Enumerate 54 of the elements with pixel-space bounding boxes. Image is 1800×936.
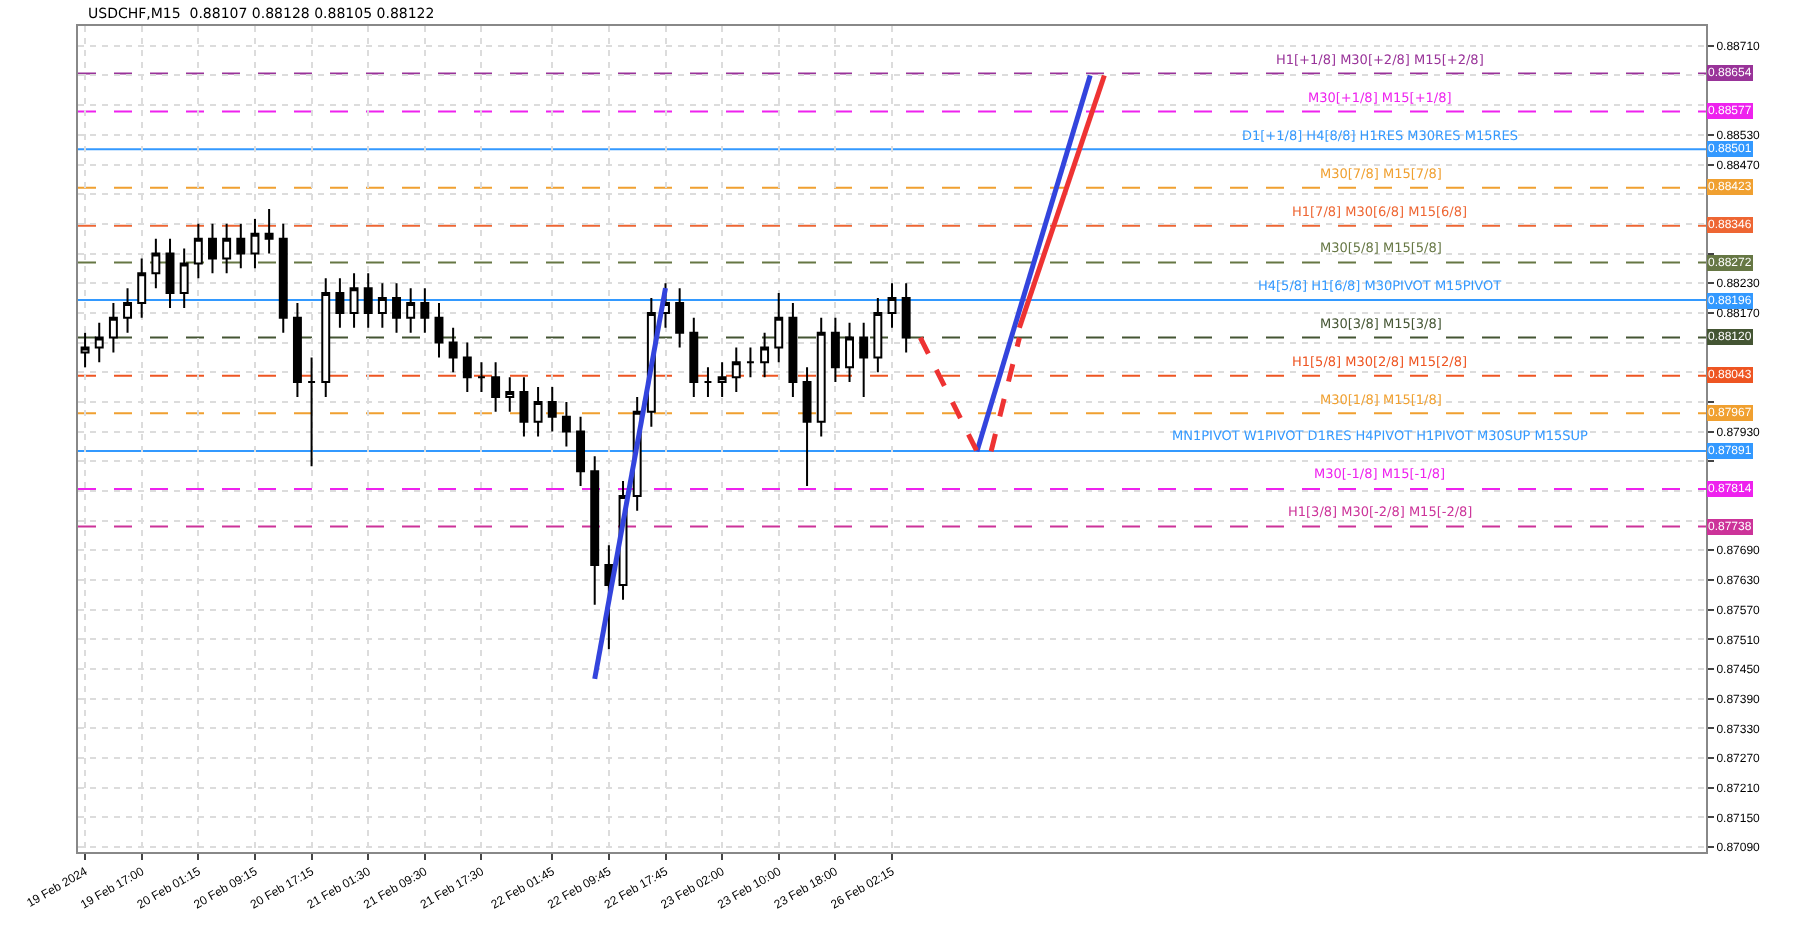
candlestick — [179, 247, 189, 309]
candlestick — [547, 386, 557, 433]
candlestick — [561, 400, 571, 448]
candlestick — [462, 341, 472, 394]
candlestick — [859, 321, 869, 398]
candlestick — [420, 287, 430, 334]
candlestick — [590, 455, 600, 606]
candlestick — [193, 222, 203, 280]
candlestick — [236, 222, 246, 270]
candlestick — [816, 316, 826, 438]
candlestick — [519, 376, 529, 438]
candlestick — [830, 316, 840, 384]
candlestick — [108, 301, 118, 354]
candlestick — [80, 331, 90, 369]
candlestick — [689, 316, 699, 398]
candlestick — [491, 361, 501, 413]
candlestick — [802, 366, 812, 487]
candlestick — [165, 237, 175, 309]
candlestick — [264, 208, 274, 255]
candlestick — [703, 366, 713, 398]
candlestick — [392, 282, 401, 334]
candlestick — [845, 321, 854, 384]
candlestick — [774, 292, 784, 364]
candlestick — [477, 361, 486, 394]
candlestick — [292, 301, 302, 398]
candlestick — [137, 257, 147, 319]
candlestick — [745, 346, 755, 379]
candlestick — [363, 272, 373, 329]
candlestick — [533, 386, 543, 438]
candlestick — [335, 277, 345, 329]
candlestick — [760, 331, 770, 379]
candlestick — [377, 282, 387, 329]
candlestick — [731, 346, 741, 394]
candlestick — [576, 415, 586, 487]
candlestick — [94, 321, 104, 364]
candlestick — [887, 282, 897, 329]
candlestick — [434, 301, 444, 359]
candlestick — [151, 237, 161, 290]
candlestick — [222, 222, 232, 275]
candlestick — [675, 287, 685, 349]
candlestick — [788, 301, 798, 398]
candlestick — [406, 287, 416, 334]
candlestick — [349, 272, 359, 329]
candlestick — [873, 297, 883, 374]
candlestick — [321, 277, 331, 398]
candlestick — [250, 217, 260, 270]
candlestick — [901, 282, 911, 354]
candlestick — [448, 326, 458, 374]
candlestick — [278, 222, 288, 334]
candlestick — [208, 222, 217, 275]
candlestick — [505, 376, 515, 413]
candlestick — [717, 361, 727, 398]
candlestick — [123, 287, 133, 334]
candlestick — [307, 356, 317, 468]
